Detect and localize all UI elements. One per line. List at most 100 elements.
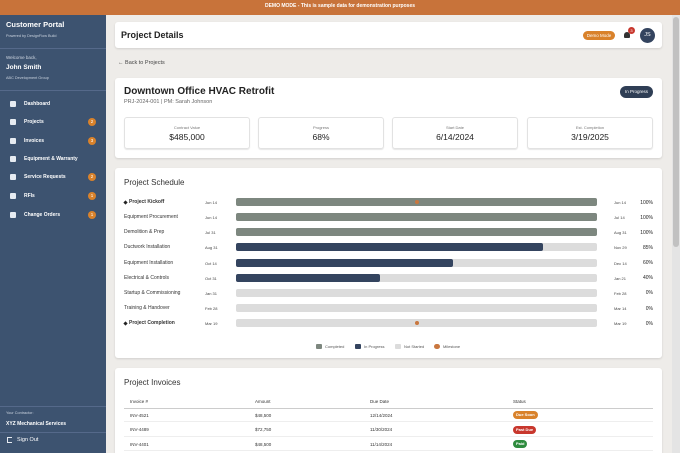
- table-cell: $72,750: [255, 427, 272, 432]
- end-date: Jul 14: [614, 215, 625, 221]
- start-date: Jun 14: [205, 215, 218, 221]
- table-cell: $48,500: [255, 412, 272, 418]
- progress-label: 40%: [642, 275, 653, 282]
- sign-out[interactable]: Sign Out: [17, 437, 39, 443]
- back-link[interactable]: ← Back to Projects: [118, 60, 165, 66]
- nav-icon[interactable]: [10, 174, 16, 180]
- project-subtitle: PRJ-2024-001 | PM: Sarah Johnson: [124, 99, 213, 105]
- section-title: Project Invoices: [124, 378, 181, 387]
- header-rule: [124, 408, 653, 409]
- nav-badge: 1: [88, 192, 96, 200]
- stat-label: Start Date: [445, 125, 464, 130]
- nav-item[interactable]: Service Requests: [24, 174, 66, 180]
- start-date: Aug 31: [205, 245, 218, 251]
- demo-banner: [0, 0, 680, 15]
- progress-label: 100%: [640, 199, 653, 206]
- end-date: Feb 28: [614, 290, 627, 296]
- sign-out-icon[interactable]: [7, 437, 12, 443]
- nav-icon[interactable]: [10, 193, 16, 199]
- nav-icon[interactable]: [10, 212, 16, 218]
- portal-subtitle: Powered by DesignFlow Build: [6, 34, 57, 38]
- start-date: Jun 14: [205, 200, 218, 205]
- user-name: John Smith: [6, 64, 42, 71]
- stat-value: 3/19/2025: [571, 132, 609, 142]
- page-title: Project Details: [121, 30, 184, 40]
- progress-bar: [236, 258, 453, 267]
- bar-track: [236, 304, 597, 313]
- project-card: [115, 78, 662, 158]
- nav-item[interactable]: Projects: [24, 119, 44, 125]
- demo-pill: Demo Mode: [583, 31, 615, 40]
- legend-swatch: [355, 344, 361, 349]
- bar-track: [236, 273, 597, 282]
- legend-label: Completed: [325, 344, 345, 349]
- progress-label: 0%: [645, 305, 653, 312]
- section-title: Project Schedule: [124, 178, 185, 187]
- end-date: Aug 31: [614, 230, 627, 236]
- nav-icon[interactable]: [10, 156, 16, 162]
- end-date: Mar 19: [614, 321, 627, 327]
- stat-label: Contract Value: [173, 125, 201, 130]
- welcome: Welcome back,: [6, 55, 37, 60]
- divider: [0, 48, 106, 49]
- nav-item[interactable]: RFIs: [24, 193, 35, 199]
- divider: [0, 406, 106, 407]
- status-pill: Paid: [513, 440, 528, 448]
- stat-box: Progress 68%: [258, 117, 384, 149]
- nav-item[interactable]: Dashboard: [24, 101, 51, 107]
- nav-item[interactable]: Equipment & Warranty: [24, 156, 78, 162]
- table-cell: 12/14/2024: [370, 412, 393, 418]
- progress-label: 100%: [640, 229, 653, 236]
- start-date: Feb 28: [205, 306, 218, 312]
- nav-badge: 2: [88, 118, 96, 126]
- start-date: Jul 31: [205, 230, 216, 236]
- task-name: Project Kickoff: [129, 199, 165, 205]
- legend-swatch: [395, 344, 401, 349]
- column-header: Invoice #: [130, 399, 149, 404]
- table-cell: 11/14/2024: [370, 441, 393, 447]
- avatar[interactable]: JS: [640, 28, 655, 43]
- milestone-dot: [414, 321, 419, 326]
- company: ABC Development Group: [6, 76, 49, 80]
- start-date: Oct 31: [205, 275, 217, 281]
- nav-icon[interactable]: [10, 101, 16, 107]
- row-rule: [124, 450, 653, 451]
- progress-label: 60%: [642, 260, 653, 267]
- end-date: Nov 29: [614, 245, 627, 251]
- scroll-thumb[interactable]: [673, 17, 679, 247]
- bell-icon[interactable]: [624, 32, 630, 38]
- legend-label: Not Started: [404, 344, 425, 349]
- divider: [0, 432, 106, 433]
- table-cell: $48,500: [255, 441, 272, 447]
- notification-badge: 3: [628, 27, 635, 34]
- divider: [0, 90, 106, 91]
- nav-item[interactable]: Invoices: [24, 138, 45, 144]
- task-name: Startup & Commissioning: [124, 289, 181, 296]
- task-name: Equipment Procurement: [124, 214, 178, 221]
- contractor: XYZ Mechanical Services: [6, 421, 67, 427]
- progress-bar: [236, 213, 597, 222]
- header-card card: [115, 22, 662, 48]
- table-cell: INV-4489: [130, 427, 149, 432]
- table-cell: 11/30/2024: [370, 427, 393, 432]
- column-header: Amount: [255, 399, 271, 404]
- nav-icon[interactable]: [10, 138, 16, 144]
- start-date: Oct 14: [205, 260, 217, 266]
- stat-value: 68%: [312, 132, 330, 142]
- task-name: Electrical & Controls: [124, 274, 170, 281]
- portal-title: Customer Portal: [6, 20, 65, 29]
- nav-icon[interactable]: [10, 119, 16, 125]
- status-pill: In Progress: [620, 86, 653, 98]
- nav-item[interactable]: Change Orders: [24, 212, 61, 218]
- end-date: Jun 14: [614, 200, 627, 205]
- bar-track: [236, 288, 597, 297]
- stat-box: Contract Value $485,000: [124, 117, 250, 149]
- end-date: Jan 21: [614, 275, 627, 281]
- column-header: Status: [513, 399, 526, 404]
- task-name: Demolition & Prep: [124, 229, 165, 236]
- progress-bar: [236, 228, 597, 237]
- legend-label: In Progress: [364, 344, 385, 349]
- project-title: Downtown Office HVAC Retrofit: [124, 86, 275, 97]
- task-name: Training & Handover: [124, 305, 170, 312]
